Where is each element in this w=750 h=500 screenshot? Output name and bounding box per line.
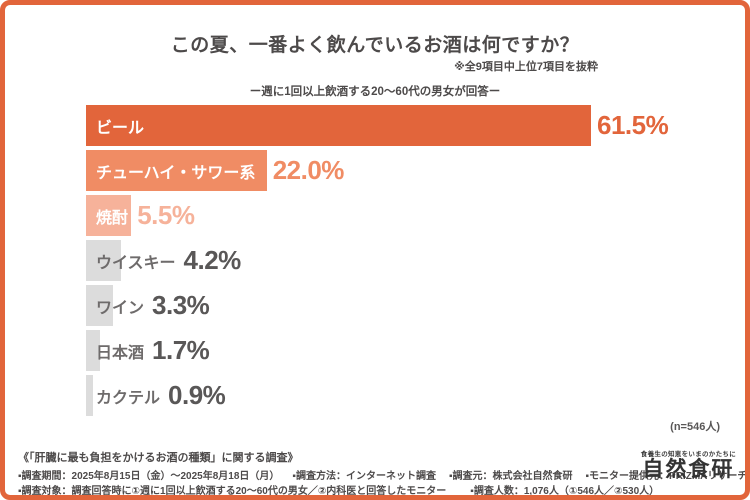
value-label: 5.5% — [137, 200, 195, 230]
footer-item: ▪調査人数：1,076人（①546人／②530人） — [470, 486, 660, 497]
footer-item: ▪調査元：株式会社自然食研 — [448, 471, 573, 482]
value-label: 22.0% — [272, 155, 345, 185]
bar-row-labels: ワイン 3.3% — [86, 285, 210, 326]
bar — [86, 375, 94, 416]
bar-row: チューハイ・サワー系 22.0% — [86, 148, 736, 193]
category-label: 焼酎 — [96, 209, 129, 227]
sample-size-note: (n=546人) — [670, 421, 720, 433]
footer-item: ▪モニター提供元：PRIZMAリサーチ — [585, 471, 748, 482]
bar — [86, 105, 591, 146]
footer-item: ▪調査方法：インターネット調査 — [292, 471, 436, 482]
value-label: 61.5% — [597, 110, 669, 140]
bar-row-labels: ビール 61.5% — [86, 105, 669, 146]
bar-row: 焼酎 5.5% — [86, 193, 736, 238]
bar-row-labels: カクテル 0.9% — [86, 375, 226, 416]
chart-subtitle: ー週に1回以上飲酒する20～60代の男女が回答ー — [249, 86, 501, 98]
title-note: ※全9項目中上位7項目を抜粋 — [454, 61, 598, 73]
bar — [86, 330, 100, 371]
bar — [86, 285, 114, 326]
category-label: ワイン — [96, 299, 145, 317]
category-label: チューハイ・サワー系 — [96, 164, 256, 182]
survey-details-line2: ▪調査対象：調査回答時に①週に1回以上飲酒する20～60代の男女／②内科医と回答… — [18, 482, 660, 497]
company-logo: 食養生の知恵をいまのかたちに 自然食研 — [641, 448, 736, 480]
bar-row: ウイスキー 4.2% — [86, 238, 736, 283]
value-label: 1.7% — [152, 335, 210, 365]
category-label: ビール — [96, 119, 145, 137]
survey-title: 《「肝臓に最も負担をかけるお酒の種類」に関する調査》 — [18, 452, 299, 464]
bar-chart: ビール 61.5% チューハイ・サワー系 22.0% 焼酎 5.5% ウイスキー 4.2% ワイ… — [86, 103, 736, 418]
footer-item: ▪調査期間：2025年8月15日（金）～2025年8月18日（月） — [18, 471, 280, 482]
bar — [86, 240, 121, 281]
value-label: 4.2% — [183, 245, 242, 275]
logo-name: 自然食研 — [642, 457, 735, 481]
bar-row-labels: ウイスキー 4.2% — [86, 240, 241, 281]
survey-details-line1: ▪調査期間：2025年8月15日（金）～2025年8月18日（月） ▪調査方法：イ… — [18, 467, 748, 482]
bar-row-labels: 日本酒 1.7% — [86, 330, 210, 371]
category-label: 日本酒 — [96, 344, 145, 362]
bar — [86, 195, 132, 236]
category-label: カクテル — [96, 389, 161, 407]
category-label: ウイスキー — [96, 254, 176, 272]
bar-row-labels: 焼酎 5.5% — [86, 195, 195, 236]
bar-row: カクテル 0.9% — [86, 373, 736, 418]
value-label: 0.9% — [168, 380, 226, 410]
value-label: 3.3% — [152, 290, 210, 320]
footer-item: ▪調査対象：調査回答時に①週に1回以上飲酒する20～60代の男女／②内科医と回答… — [18, 486, 447, 497]
bar-row: ビール 61.5% — [86, 103, 736, 148]
bar-row: ワイン 3.3% — [86, 283, 736, 328]
bar — [86, 150, 267, 191]
page-title: この夏、一番よく飲んでいるお酒は何ですか？ — [170, 35, 580, 56]
logo-tagline: 食養生の知恵をいまのかたちに — [640, 451, 736, 458]
bar-row-labels: チューハイ・サワー系 22.0% — [86, 150, 344, 191]
bar-row: 日本酒 1.7% — [86, 328, 736, 373]
